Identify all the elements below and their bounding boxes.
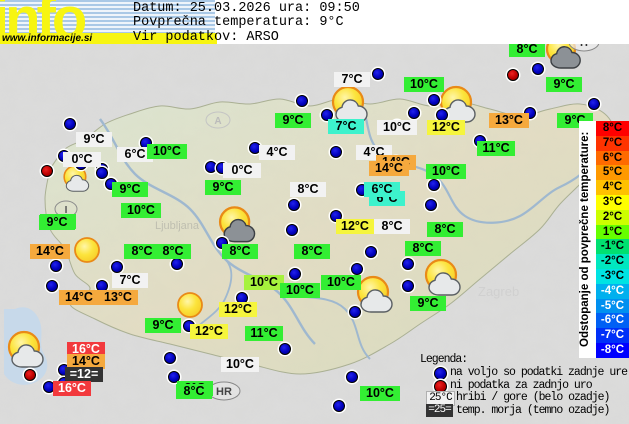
svg-text:Zagreb: Zagreb [478,284,519,299]
svg-text:HR: HR [216,386,232,398]
svg-text:H: H [580,44,588,49]
svg-text:A: A [214,116,221,127]
svg-text:Ljubljana: Ljubljana [155,220,200,232]
